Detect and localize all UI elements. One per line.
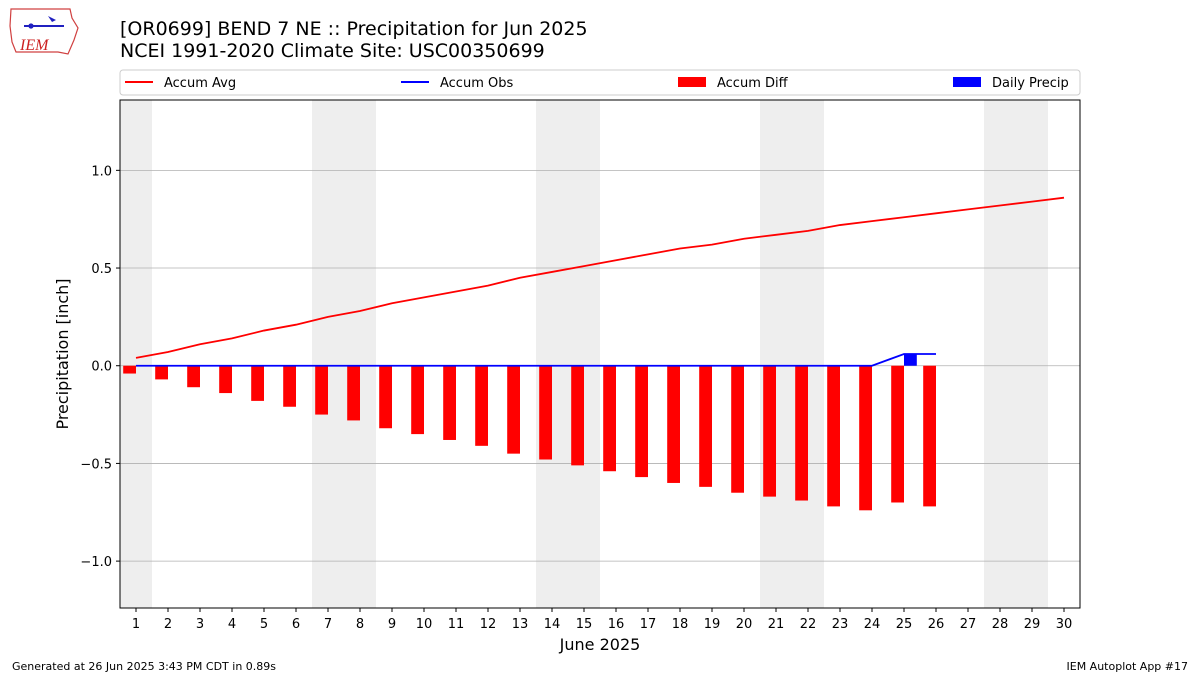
accum-diff-bar bbox=[187, 365, 200, 388]
x-tick-label: 4 bbox=[228, 617, 236, 632]
x-tick-label: 21 bbox=[768, 617, 785, 632]
x-tick-label: 9 bbox=[388, 617, 396, 632]
weekend-shade bbox=[984, 100, 1016, 608]
accum-diff-bar bbox=[411, 365, 424, 435]
x-tick-label: 6 bbox=[292, 617, 300, 632]
x-tick-label: 23 bbox=[832, 617, 849, 632]
x-tick-label: 28 bbox=[992, 617, 1009, 632]
x-tick-label: 27 bbox=[960, 617, 977, 632]
legend-swatch-bar bbox=[678, 77, 706, 87]
x-tick-label: 18 bbox=[672, 617, 689, 632]
y-axis-label: Precipitation [inch] bbox=[53, 278, 72, 429]
y-tick-label: −0.5 bbox=[80, 457, 112, 472]
accum-diff-bar bbox=[635, 365, 648, 478]
y-tick-label: 1.0 bbox=[91, 164, 112, 179]
accum-diff-bar bbox=[859, 365, 872, 511]
weekend-shade bbox=[1016, 100, 1048, 608]
chart-subtitle: NCEI 1991-2020 Climate Site: USC00350699 bbox=[120, 40, 545, 62]
accum-diff-bar bbox=[155, 365, 168, 380]
x-tick-label: 25 bbox=[896, 617, 913, 632]
x-tick-label: 22 bbox=[800, 617, 817, 632]
x-tick-label: 14 bbox=[544, 617, 561, 632]
accum-diff-bar bbox=[795, 365, 808, 501]
y-tick-label: 0.0 bbox=[91, 360, 112, 375]
legend-label: Daily Precip bbox=[992, 76, 1069, 91]
bars bbox=[123, 354, 936, 511]
footer-app: IEM Autoplot App #17 bbox=[1066, 660, 1189, 673]
accum-diff-bar bbox=[827, 365, 840, 507]
x-tick-label: 1 bbox=[132, 617, 140, 632]
x-tick-label: 7 bbox=[324, 617, 332, 632]
x-tick-label: 24 bbox=[864, 617, 881, 632]
accum-diff-bar bbox=[123, 365, 136, 374]
accum-diff-bar bbox=[539, 365, 552, 460]
x-tick-label: 29 bbox=[1024, 617, 1041, 632]
legend-box bbox=[119, 69, 1081, 96]
plot-frame bbox=[119, 99, 1081, 609]
accum-diff-bar bbox=[443, 365, 456, 440]
accum-diff-bar bbox=[763, 365, 776, 497]
weekend-shading bbox=[120, 100, 1048, 608]
x-tick-label: 5 bbox=[260, 617, 268, 632]
chart-title: [OR0699] BEND 7 NE :: Precipitation for … bbox=[120, 18, 588, 40]
accum-avg-line bbox=[135, 196, 1065, 359]
accum-diff-bar bbox=[923, 365, 936, 507]
accum-obs-line bbox=[136, 353, 936, 367]
accum-diff-bar bbox=[699, 365, 712, 487]
x-tick-label: 16 bbox=[608, 617, 625, 632]
accum-diff-bar bbox=[251, 365, 264, 401]
accum-diff-bar bbox=[475, 365, 488, 446]
x-tick-label: 26 bbox=[928, 617, 945, 632]
legend-label: Accum Obs bbox=[440, 76, 513, 91]
x-axis-label: June 2025 bbox=[559, 635, 641, 654]
logo-text: IEM bbox=[19, 37, 50, 54]
weekend-shade bbox=[536, 100, 568, 608]
weekend-shade bbox=[792, 100, 824, 608]
legend-label: Accum Avg bbox=[164, 76, 236, 91]
weekend-shade bbox=[312, 100, 344, 608]
legend-swatch-bar bbox=[953, 77, 981, 87]
x-tick-label: 11 bbox=[448, 617, 465, 632]
x-tick-label: 3 bbox=[196, 617, 204, 632]
footer-generated: Generated at 26 Jun 2025 3:43 PM CDT in … bbox=[12, 660, 277, 673]
accum-diff-bar bbox=[603, 365, 616, 472]
accum-diff-bar bbox=[379, 365, 392, 429]
iem-logo: IEM bbox=[8, 6, 80, 58]
accum-diff-bar bbox=[347, 365, 360, 421]
x-tick-label: 13 bbox=[512, 617, 529, 632]
x-tick-label: 30 bbox=[1056, 617, 1073, 632]
x-tick-label: 19 bbox=[704, 617, 721, 632]
weekend-shade bbox=[760, 100, 792, 608]
accum-diff-bar bbox=[891, 365, 904, 503]
x-tick-label: 17 bbox=[640, 617, 657, 632]
legend: Accum Avg Accum Obs Accum Diff Daily Precip bbox=[119, 69, 1081, 96]
y-tick-label: −1.0 bbox=[80, 555, 112, 570]
weekend-shade bbox=[568, 100, 600, 608]
accum-diff-bar bbox=[219, 365, 232, 394]
accum-diff-bar bbox=[731, 365, 744, 493]
weekend-shade bbox=[344, 100, 376, 608]
weekend-shade bbox=[120, 100, 152, 608]
accum-diff-bar bbox=[571, 365, 584, 466]
x-tick-label: 8 bbox=[356, 617, 364, 632]
series-lines bbox=[135, 196, 1065, 367]
x-tick-label: 15 bbox=[576, 617, 593, 632]
x-tick-label: 20 bbox=[736, 617, 753, 632]
y-tick-label: 0.5 bbox=[91, 262, 112, 277]
x-axis-ticks: 1 2 3 4 5 6 7 8 9 10 11 12 13 14 15 16 17 18 19 20 21 22 23 24 2… bbox=[132, 608, 1072, 632]
legend-label: Accum Diff bbox=[717, 76, 789, 91]
accum-diff-bar bbox=[667, 365, 680, 483]
accum-diff-bar bbox=[283, 365, 296, 407]
y-axis-ticks: −1.0 −0.5 0.0 0.5 1.0 bbox=[80, 164, 120, 570]
x-tick-label: 12 bbox=[480, 617, 497, 632]
accum-diff-bar bbox=[507, 365, 520, 454]
accum-diff-bar bbox=[315, 365, 328, 415]
x-tick-label: 2 bbox=[164, 617, 172, 632]
daily-precip-bar bbox=[904, 354, 917, 366]
x-tick-label: 10 bbox=[416, 617, 433, 632]
